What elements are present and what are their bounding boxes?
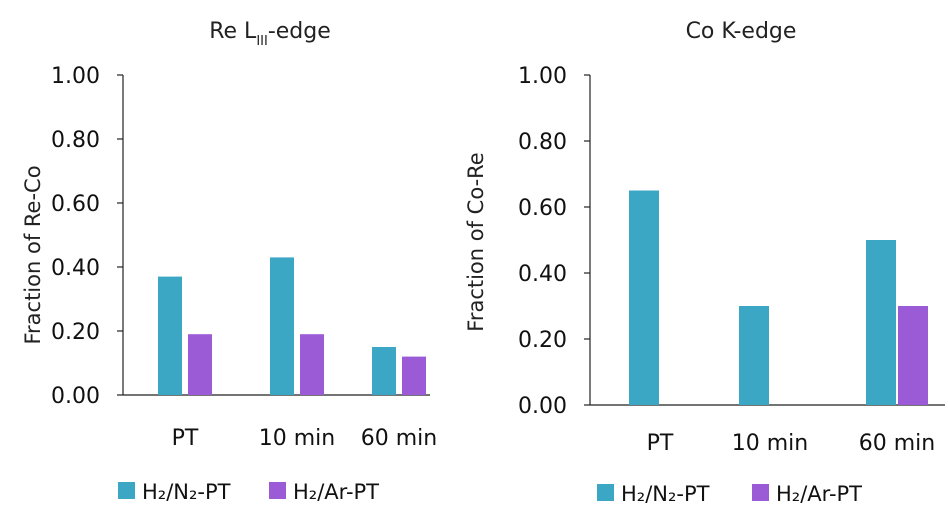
bars [629, 190, 928, 405]
chart-co-k-edge: Co K-edge Fraction of Co-Re 0.00 0.20 0.40… [464, 19, 945, 505]
bar-h2-n2-10-min [739, 306, 769, 405]
y-tick-label: 0.20 [51, 320, 100, 345]
y-tick-label: 0.40 [51, 256, 100, 281]
y-tick-label: 1.00 [518, 64, 567, 89]
y-tick-label: 0.80 [518, 130, 567, 155]
legend-label-h2-n2: H₂/N₂-PT [621, 482, 710, 505]
bar-h2-n2-pt [158, 276, 182, 395]
bars [158, 257, 426, 395]
legend: H₂/N₂-PT H₂/Ar-PT [597, 482, 862, 505]
legend: H₂/N₂-PT H₂/Ar-PT [118, 480, 379, 504]
bar-h2-ar-60-min [898, 306, 928, 405]
chart-re-l3-edge: Re LIII-edge Fraction of Re-Co 0.000.200… [21, 19, 437, 504]
legend-label-h2-ar: H₂/Ar-PT [293, 480, 379, 504]
x-tick-label: 10 min [259, 426, 335, 451]
bar-h2-n2-60-min [372, 347, 396, 395]
x-tick-label: 10 min [732, 431, 808, 456]
bar-h2-ar-10-min [300, 334, 324, 395]
y-tick-label: 0.00 [518, 394, 567, 419]
legend-swatch-h2-ar [269, 482, 286, 499]
x-ticks: PT 10 min 60 min [647, 431, 936, 456]
x-ticks: PT 10 min 60 min [172, 426, 438, 451]
y-tick-label: 0.60 [51, 192, 100, 217]
y-tick-label: 0.20 [518, 328, 567, 353]
legend-swatch-h2-n2 [118, 482, 135, 499]
chart-title: Co K-edge [686, 19, 797, 44]
legend-swatch-h2-ar [752, 484, 769, 501]
x-tick-label: 60 min [361, 426, 437, 451]
chart-title: Re LIII-edge [209, 19, 331, 49]
y-tick-label: 1.00 [51, 64, 100, 89]
y-tick-label: 0.80 [51, 128, 100, 153]
bar-h2-ar-60-min [402, 356, 426, 395]
bar-h2-ar-pt [188, 334, 212, 395]
y-tick-label: 0.00 [51, 384, 100, 409]
y-tick-label: 0.40 [518, 262, 567, 287]
y-axis-label: Fraction of Re-Co [21, 165, 45, 344]
y-axis-label: Fraction of Co-Re [464, 152, 488, 331]
bar-h2-n2-10-min [270, 257, 294, 395]
legend-swatch-h2-n2 [597, 484, 614, 501]
y-tick-label: 0.60 [518, 196, 567, 221]
x-tick-label: 60 min [859, 431, 935, 456]
y-ticks: 0.00 0.20 0.40 0.60 0.80 1.00 [51, 64, 123, 409]
legend-label-h2-ar: H₂/Ar-PT [776, 482, 862, 505]
x-tick-label: PT [172, 426, 199, 451]
bar-h2-n2-pt [629, 190, 659, 405]
x-tick-label: PT [647, 431, 674, 456]
legend-label-h2-n2: H₂/N₂-PT [142, 480, 231, 504]
bar-h2-n2-60-min [866, 240, 896, 405]
y-ticks: 0.00 0.20 0.40 0.60 0.80 1.00 [518, 64, 590, 419]
